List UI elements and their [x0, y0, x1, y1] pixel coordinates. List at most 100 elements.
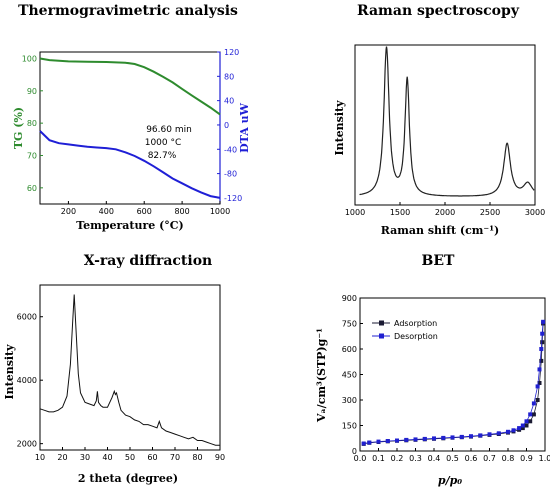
bet-desorption-point — [537, 367, 542, 372]
bet-desorption-point — [541, 319, 546, 324]
xrd-title: X-ray diffraction — [84, 253, 213, 269]
bet-desorption-point — [511, 428, 516, 433]
y-tick-label: 70 — [27, 151, 37, 160]
x-tick-label: 0.9 — [520, 454, 533, 463]
bet-series-group — [361, 319, 546, 446]
tga-panel: Thermogravimetric analysis 200 400 600 800 1… — [12, 3, 251, 232]
y-tick-label: 40 — [224, 97, 234, 106]
x-tick-label: 30 — [80, 453, 90, 462]
x-tick-label: 0.0 — [354, 454, 367, 463]
x-tick-label: 70 — [170, 453, 180, 462]
raman-spectrum-line — [359, 46, 535, 197]
bet-desorption-point — [404, 437, 409, 442]
bet-desorption-point — [395, 438, 399, 443]
x-tick-label: 20 — [57, 453, 67, 462]
x-tick-label: 0.3 — [409, 454, 422, 463]
bet-adsorption-point — [539, 358, 544, 363]
bet-desorption-point — [432, 436, 436, 441]
y-tick-label: 450 — [342, 371, 357, 380]
xrd-y-axis-label: Intensity — [3, 344, 16, 400]
dta-series-line — [39, 130, 221, 199]
y-tick-label: 90 — [27, 87, 37, 96]
bet-desorption-point — [506, 429, 510, 434]
bet-desorption-point — [517, 426, 522, 431]
tga-right-axis-label: DTA uW — [238, 102, 251, 152]
bet-desorption-point — [540, 331, 545, 336]
y-tick-label: 900 — [342, 294, 357, 303]
tga-x-ticks: 200 400 600 800 1000 — [61, 201, 230, 216]
bet-desorption-point — [531, 401, 536, 406]
tga-title: Thermogravimetric analysis — [18, 3, 238, 19]
bet-desorption-point — [535, 384, 540, 389]
x-tick-label: 3000 — [525, 208, 545, 217]
x-tick-label: 0.1 — [372, 454, 385, 463]
bet-legend-adsorption-label: Adsorption — [394, 319, 437, 328]
y-tick-label: 120 — [224, 48, 239, 57]
y-tick-label: 0 — [352, 447, 357, 456]
y-tick-label: -120 — [224, 194, 242, 203]
bet-adsorption-point — [528, 419, 533, 424]
bet-legend-desorption-label: Desorption — [394, 332, 438, 341]
bet-desorption-line — [363, 321, 544, 444]
bet-desorption-point — [367, 440, 372, 445]
y-tick-label: -80 — [224, 170, 237, 179]
bet-panel: BET 0.0 0.1 0.2 0.3 0.4 0.5 0.6 0.7 0.8 0.9 1.0 0 1… — [315, 253, 550, 487]
bet-desorption-point — [520, 423, 525, 428]
tga-x-axis-label: Temperature (°C) — [76, 219, 184, 232]
x-tick-label: 200 — [61, 207, 76, 216]
bet-adsorption-line — [363, 323, 544, 445]
bet-desorption-point — [450, 435, 455, 440]
xrd-panel: X-ray diffraction 10 20 30 40 50 60 70 80 90 200… — [3, 253, 225, 485]
bet-desorption-point — [487, 432, 492, 437]
bet-adsorption-point — [535, 398, 540, 402]
xrd-x-ticks: 10 20 30 40 50 60 70 80 90 — [35, 447, 225, 462]
x-tick-label: 0.6 — [465, 454, 478, 463]
x-tick-label: 400 — [99, 207, 114, 216]
bet-y-axis-label: Vₐ/cm³(STP)g⁻¹ — [315, 328, 328, 423]
bet-desorption-point — [385, 439, 390, 443]
y-tick-label: 4000 — [17, 376, 37, 385]
bet-title: BET — [422, 253, 456, 269]
y-tick-label: 80 — [27, 119, 37, 128]
x-tick-label: 10 — [35, 453, 45, 462]
bet-x-axis-label: p/p₀ — [438, 474, 462, 487]
bet-desorption-point — [376, 439, 381, 444]
x-tick-label: 0.4 — [428, 454, 441, 463]
raman-title: Raman spectroscopy — [357, 3, 520, 19]
tga-annotation-mass: 82.7% — [148, 151, 177, 161]
x-tick-label: 1000 — [210, 207, 230, 216]
raman-y-axis-label: Intensity — [333, 100, 346, 156]
bet-adsorption-point — [540, 340, 545, 345]
bet-desorption-point — [422, 436, 427, 441]
bet-desorption-point — [496, 431, 501, 436]
xrd-y-ticks: 2000 4000 6000 — [17, 313, 43, 449]
raman-x-axis-label: Raman shift (cm⁻¹) — [381, 224, 500, 237]
x-tick-label: 0.2 — [391, 454, 404, 463]
y-tick-label: 600 — [342, 345, 357, 354]
bet-y-ticks: 0 150 300 450 600 750 900 — [342, 294, 363, 456]
x-tick-label: 90 — [215, 453, 225, 462]
xrd-plot-frame — [39, 284, 221, 451]
bet-desorption-point — [361, 441, 366, 446]
y-tick-label: -40 — [224, 145, 237, 154]
bet-x-ticks: 0.0 0.1 0.2 0.3 0.4 0.5 0.6 0.7 0.8 0.9 1.0 — [354, 448, 550, 463]
raman-plot-frame — [354, 44, 536, 206]
xrd-x-axis-label: 2 theta (degree) — [78, 472, 178, 485]
x-tick-label: 1.0 — [539, 454, 550, 463]
x-tick-label: 2500 — [480, 208, 500, 217]
x-tick-label: 0.7 — [483, 454, 496, 463]
bet-desorption-point — [528, 412, 533, 417]
bet-adsorption-point — [520, 426, 525, 431]
bet-adsorption-point — [524, 423, 529, 428]
bet-legend-desorption-marker — [379, 333, 384, 339]
bet-legend-adsorption-marker — [379, 320, 384, 326]
x-tick-label: 80 — [192, 453, 202, 462]
bet-desorption-point — [539, 347, 544, 351]
bet-desorption-point — [524, 419, 529, 424]
tg-series-line — [39, 57, 221, 116]
y-tick-label: 2000 — [17, 440, 37, 449]
y-tick-label: 6000 — [17, 313, 37, 322]
raman-panel: Raman spectroscopy 1000 1500 2000 2500 3000 … — [333, 3, 545, 237]
x-tick-label: 1500 — [390, 208, 410, 217]
bet-desorption-point — [413, 437, 418, 442]
